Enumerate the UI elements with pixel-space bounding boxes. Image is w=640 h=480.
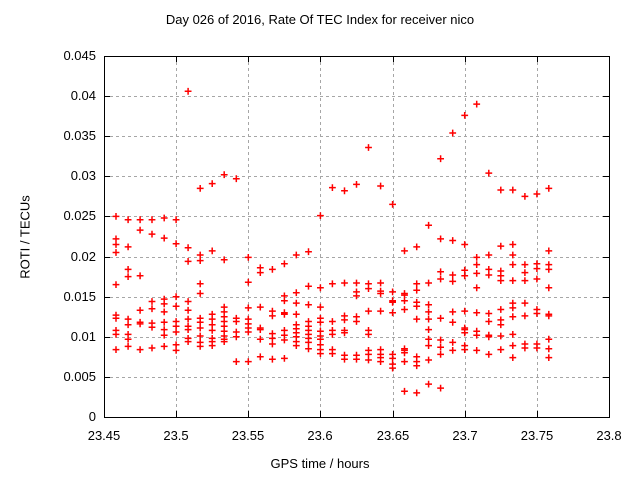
chart-title: Day 026 of 2016, Rate Of TEC Index for r… [165, 12, 475, 27]
data-points [112, 87, 553, 397]
x-tick-label: 23.5 [163, 428, 189, 443]
x-tick-label: 23.7 [452, 428, 478, 443]
y-tick-label: 0.005 [63, 369, 96, 384]
x-tick-label: 23.6 [307, 428, 333, 443]
y-tick-label: 0.02 [70, 249, 96, 264]
y-tick-label: 0 [88, 409, 96, 424]
y-tick-label: 0.025 [63, 208, 96, 223]
axes-and-ticks [104, 56, 610, 418]
x-tick-label: 23.65 [376, 428, 410, 443]
y-tick-label: 0.01 [70, 329, 96, 344]
x-tick-label: 23.45 [87, 428, 121, 443]
y-tick-label: 0.035 [63, 128, 96, 143]
x-axis-label: GPS time / hours [270, 456, 370, 471]
y-tick-label: 0.04 [70, 88, 96, 103]
x-tick-label: 23.55 [231, 428, 265, 443]
y-tick-label: 0.03 [70, 168, 96, 183]
x-tick-label: 23.75 [520, 428, 554, 443]
gridlines [104, 56, 609, 417]
x-tick-label: 23.8 [596, 428, 622, 443]
y-tick-label: 0.045 [63, 48, 96, 63]
y-tick-label: 0.015 [63, 289, 96, 304]
